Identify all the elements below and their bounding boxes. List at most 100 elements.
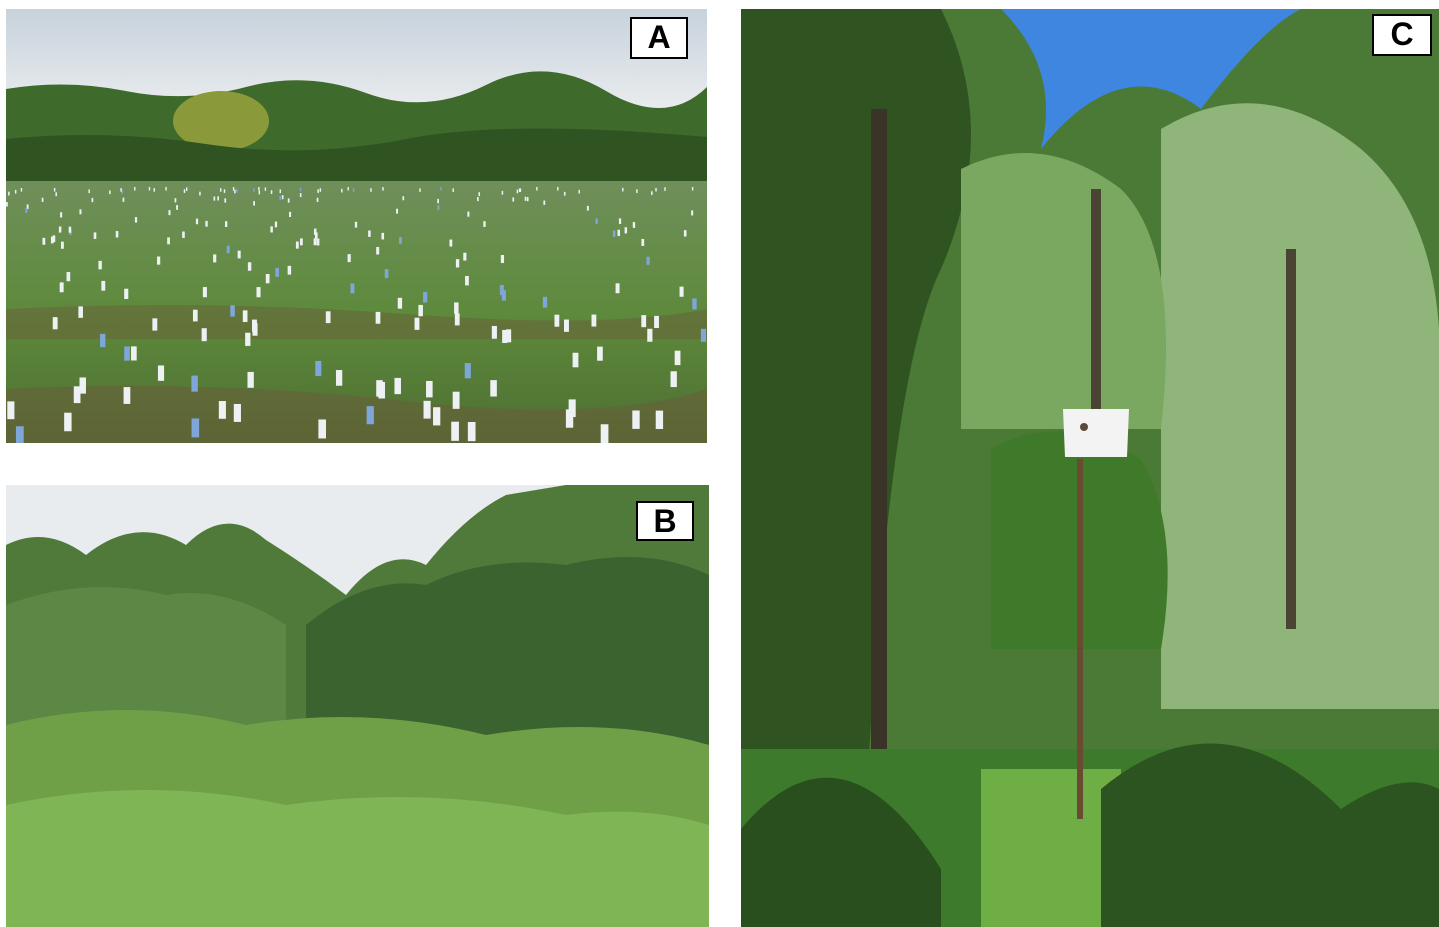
tree-shelter	[245, 332, 251, 346]
tree-shelter	[78, 306, 83, 318]
tree-shelter	[201, 328, 207, 342]
tree-shelter	[478, 192, 481, 197]
tree-shelter	[433, 407, 441, 426]
tree-shelter	[674, 350, 681, 366]
tree-shelter	[287, 198, 290, 203]
tree-shelter	[449, 239, 453, 247]
tree-shelter	[183, 189, 186, 193]
tree-shelter	[565, 409, 574, 428]
tree-shelter	[477, 196, 479, 202]
tree-shelter	[426, 380, 433, 398]
tree-shelter	[414, 317, 420, 330]
tree-shelter	[270, 226, 273, 233]
tree-shelter	[354, 221, 358, 228]
tree-shelter	[317, 189, 319, 193]
tree-shelter	[423, 291, 428, 303]
tree-shelter	[60, 241, 64, 249]
tree-shelter	[464, 363, 471, 379]
tree-shelter	[14, 189, 17, 194]
tree-shelter	[52, 235, 56, 243]
tree-shelter	[563, 191, 566, 196]
tree-shelter	[347, 187, 349, 191]
tree-shelter	[242, 310, 248, 323]
tree-shelter	[655, 187, 657, 192]
tree-shelter	[233, 403, 241, 422]
tree-shelter	[165, 187, 167, 191]
tree-shelter	[654, 315, 659, 328]
panel-label-a: A	[630, 17, 688, 59]
tree-shelter	[595, 218, 598, 224]
tree-shelter	[418, 304, 423, 317]
tree-shelter	[465, 275, 469, 286]
tree-shelter	[502, 329, 508, 343]
tree-shelter	[122, 197, 125, 202]
tree-shelter	[491, 325, 497, 339]
tree-shelter	[152, 318, 158, 331]
tree-shelter	[536, 187, 538, 191]
tree-shelter	[524, 196, 527, 201]
tree-shelter	[20, 187, 23, 192]
tree-shelter	[270, 190, 273, 194]
tree-shelter	[368, 230, 371, 237]
tree-shelter	[597, 346, 603, 361]
tree-shelter	[148, 187, 151, 191]
tree-shelter	[199, 191, 201, 196]
tree-shelter	[632, 410, 640, 429]
tree-shelter	[168, 210, 171, 216]
tree-shelter	[217, 196, 219, 201]
tree-shelter	[437, 205, 440, 210]
tree-shelter	[191, 375, 198, 392]
tree-shelter	[295, 241, 299, 249]
tree-shelter	[518, 188, 521, 193]
tree-shelter	[195, 218, 199, 225]
tree-shelter	[253, 188, 255, 192]
tree-shelter	[397, 297, 403, 309]
tree-shelter	[683, 230, 687, 237]
tree-shelter	[258, 187, 260, 191]
tree-shelter	[157, 365, 165, 381]
tree-shelter	[700, 328, 707, 342]
tree-shelter	[691, 210, 694, 216]
tree-shelter	[318, 419, 327, 439]
tree-shelter	[66, 272, 71, 282]
panel-label-b: B	[636, 501, 694, 541]
tree-shelter	[376, 247, 380, 255]
tree-shelter	[213, 254, 217, 263]
tree-shelter	[174, 198, 177, 203]
tree-shelter	[451, 421, 459, 441]
tree-shelter	[41, 197, 44, 202]
tree-shelter	[134, 217, 138, 223]
tree-shelter	[319, 188, 322, 192]
tree-shelter	[131, 346, 137, 361]
tree-shelter	[58, 226, 62, 233]
tree-shelter	[651, 191, 653, 195]
tree-shelter	[279, 195, 282, 200]
tree-shelter	[375, 311, 381, 324]
photo-panel-a: A	[6, 9, 707, 443]
tree-shelter	[274, 221, 278, 228]
tree-shelter	[253, 201, 255, 206]
tree-shelter	[483, 221, 486, 227]
tree-shelter	[423, 400, 431, 419]
tree-shelter	[191, 418, 200, 438]
tree-shelter	[679, 286, 684, 297]
tree-shelter	[313, 238, 317, 246]
tree-shelter	[452, 188, 454, 192]
tree-shelter	[120, 188, 122, 192]
tree-shelter	[499, 285, 504, 296]
tree-shelter	[52, 317, 58, 330]
tree-shelter	[467, 211, 470, 217]
tree-shelter	[512, 197, 515, 202]
tree-shelter	[557, 187, 559, 191]
tree-shelter	[618, 218, 622, 224]
tree-shelter	[258, 190, 261, 195]
tree-shelter	[230, 305, 235, 317]
tree-shelter	[232, 187, 235, 191]
tree-shelter	[500, 255, 505, 264]
tree-shelter	[60, 212, 63, 218]
tree-shelter	[402, 196, 405, 201]
tree-shelter	[55, 192, 57, 197]
tree-shelter	[313, 228, 317, 235]
tree-shelter	[192, 309, 198, 322]
tree-shelter	[223, 189, 226, 193]
